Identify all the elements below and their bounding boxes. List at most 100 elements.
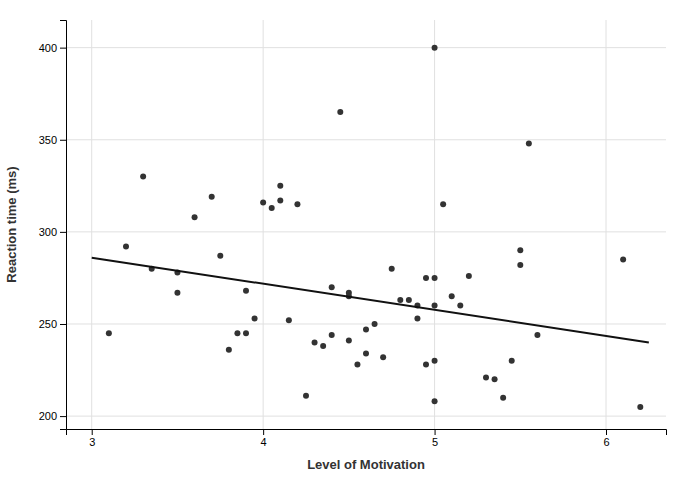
point xyxy=(380,354,386,360)
point xyxy=(337,109,343,115)
tick: 250 xyxy=(39,318,66,330)
grid-line xyxy=(66,139,666,140)
tick: 6 xyxy=(603,429,609,448)
tick-label: 400 xyxy=(39,42,57,54)
x-axis-label: Level of Motivation xyxy=(307,457,425,472)
tick-mark xyxy=(92,429,93,435)
plot: 3 4 5 6 200 250 300 350 400 xyxy=(39,20,667,448)
point xyxy=(260,199,266,205)
tick-mark xyxy=(263,429,264,435)
tick: 200 xyxy=(39,410,66,422)
point xyxy=(329,332,335,338)
point xyxy=(303,393,309,399)
point xyxy=(432,398,438,404)
point xyxy=(243,330,249,336)
point xyxy=(252,315,258,321)
point xyxy=(363,327,369,333)
point xyxy=(534,332,540,338)
chart: 3 4 5 6 200 250 300 350 400 Level of Motivation Re… xyxy=(0,0,690,479)
tick-label: 6 xyxy=(603,436,609,448)
grid-line xyxy=(66,47,666,48)
point xyxy=(517,262,523,268)
tick-mark xyxy=(435,429,436,435)
point xyxy=(294,201,300,207)
point xyxy=(226,347,232,353)
point xyxy=(457,303,463,309)
point xyxy=(372,321,378,327)
point xyxy=(243,288,249,294)
point xyxy=(234,330,240,336)
point xyxy=(312,339,318,345)
tick-mark xyxy=(60,48,66,49)
point xyxy=(432,303,438,309)
point xyxy=(106,330,112,336)
point xyxy=(432,45,438,51)
point xyxy=(277,198,283,204)
tick: 400 xyxy=(39,42,66,54)
point xyxy=(637,404,643,410)
point xyxy=(269,205,275,211)
point xyxy=(526,140,532,146)
point xyxy=(329,284,335,290)
grid xyxy=(66,20,666,429)
tick-label: 350 xyxy=(39,134,57,146)
tick-label: 200 xyxy=(39,410,57,422)
point xyxy=(500,395,506,401)
scatter-series xyxy=(106,45,643,410)
y-axis-label: Reaction time (ms) xyxy=(4,166,19,282)
point xyxy=(140,174,146,180)
point xyxy=(423,275,429,281)
tick: 5 xyxy=(432,429,438,448)
tick-label: 250 xyxy=(39,318,57,330)
point xyxy=(414,315,420,321)
tick: 350 xyxy=(39,134,66,146)
point xyxy=(517,247,523,253)
point xyxy=(509,358,515,364)
point xyxy=(346,338,352,344)
tick-label: 300 xyxy=(39,226,57,238)
point xyxy=(320,343,326,349)
point xyxy=(277,183,283,189)
point xyxy=(440,201,446,207)
point xyxy=(449,293,455,299)
point xyxy=(192,214,198,220)
tick-label: 3 xyxy=(89,436,95,448)
tick-mark xyxy=(60,324,66,325)
point xyxy=(423,362,429,368)
grid-line xyxy=(66,416,666,417)
point xyxy=(217,253,223,259)
tick-mark xyxy=(60,416,66,417)
point xyxy=(209,194,215,200)
y-axis: 200 250 300 350 400 xyxy=(39,21,67,430)
grid-line xyxy=(66,323,666,324)
point xyxy=(363,350,369,356)
axis-line xyxy=(67,430,667,436)
tick-mark xyxy=(606,429,607,435)
tick-mark xyxy=(60,232,66,233)
point xyxy=(286,317,292,323)
grid-line xyxy=(66,231,666,232)
axis-line xyxy=(60,21,67,430)
point xyxy=(492,376,498,382)
point xyxy=(466,273,472,279)
point xyxy=(397,297,403,303)
tick: 300 xyxy=(39,226,66,238)
x-axis: 3 4 5 6 xyxy=(67,429,667,448)
grid-line xyxy=(606,20,607,429)
point xyxy=(432,358,438,364)
tick: 3 xyxy=(89,429,95,448)
point xyxy=(174,290,180,296)
trend-line xyxy=(92,258,649,343)
tick: 4 xyxy=(261,429,267,448)
point xyxy=(432,275,438,281)
point xyxy=(354,362,360,368)
point xyxy=(620,257,626,263)
tick-label: 4 xyxy=(261,436,267,448)
point xyxy=(483,374,489,380)
grid-line xyxy=(263,20,264,429)
tick-label: 5 xyxy=(432,436,438,448)
marks xyxy=(92,45,649,410)
grid-line xyxy=(91,20,92,429)
point xyxy=(389,266,395,272)
tick-mark xyxy=(60,140,66,141)
